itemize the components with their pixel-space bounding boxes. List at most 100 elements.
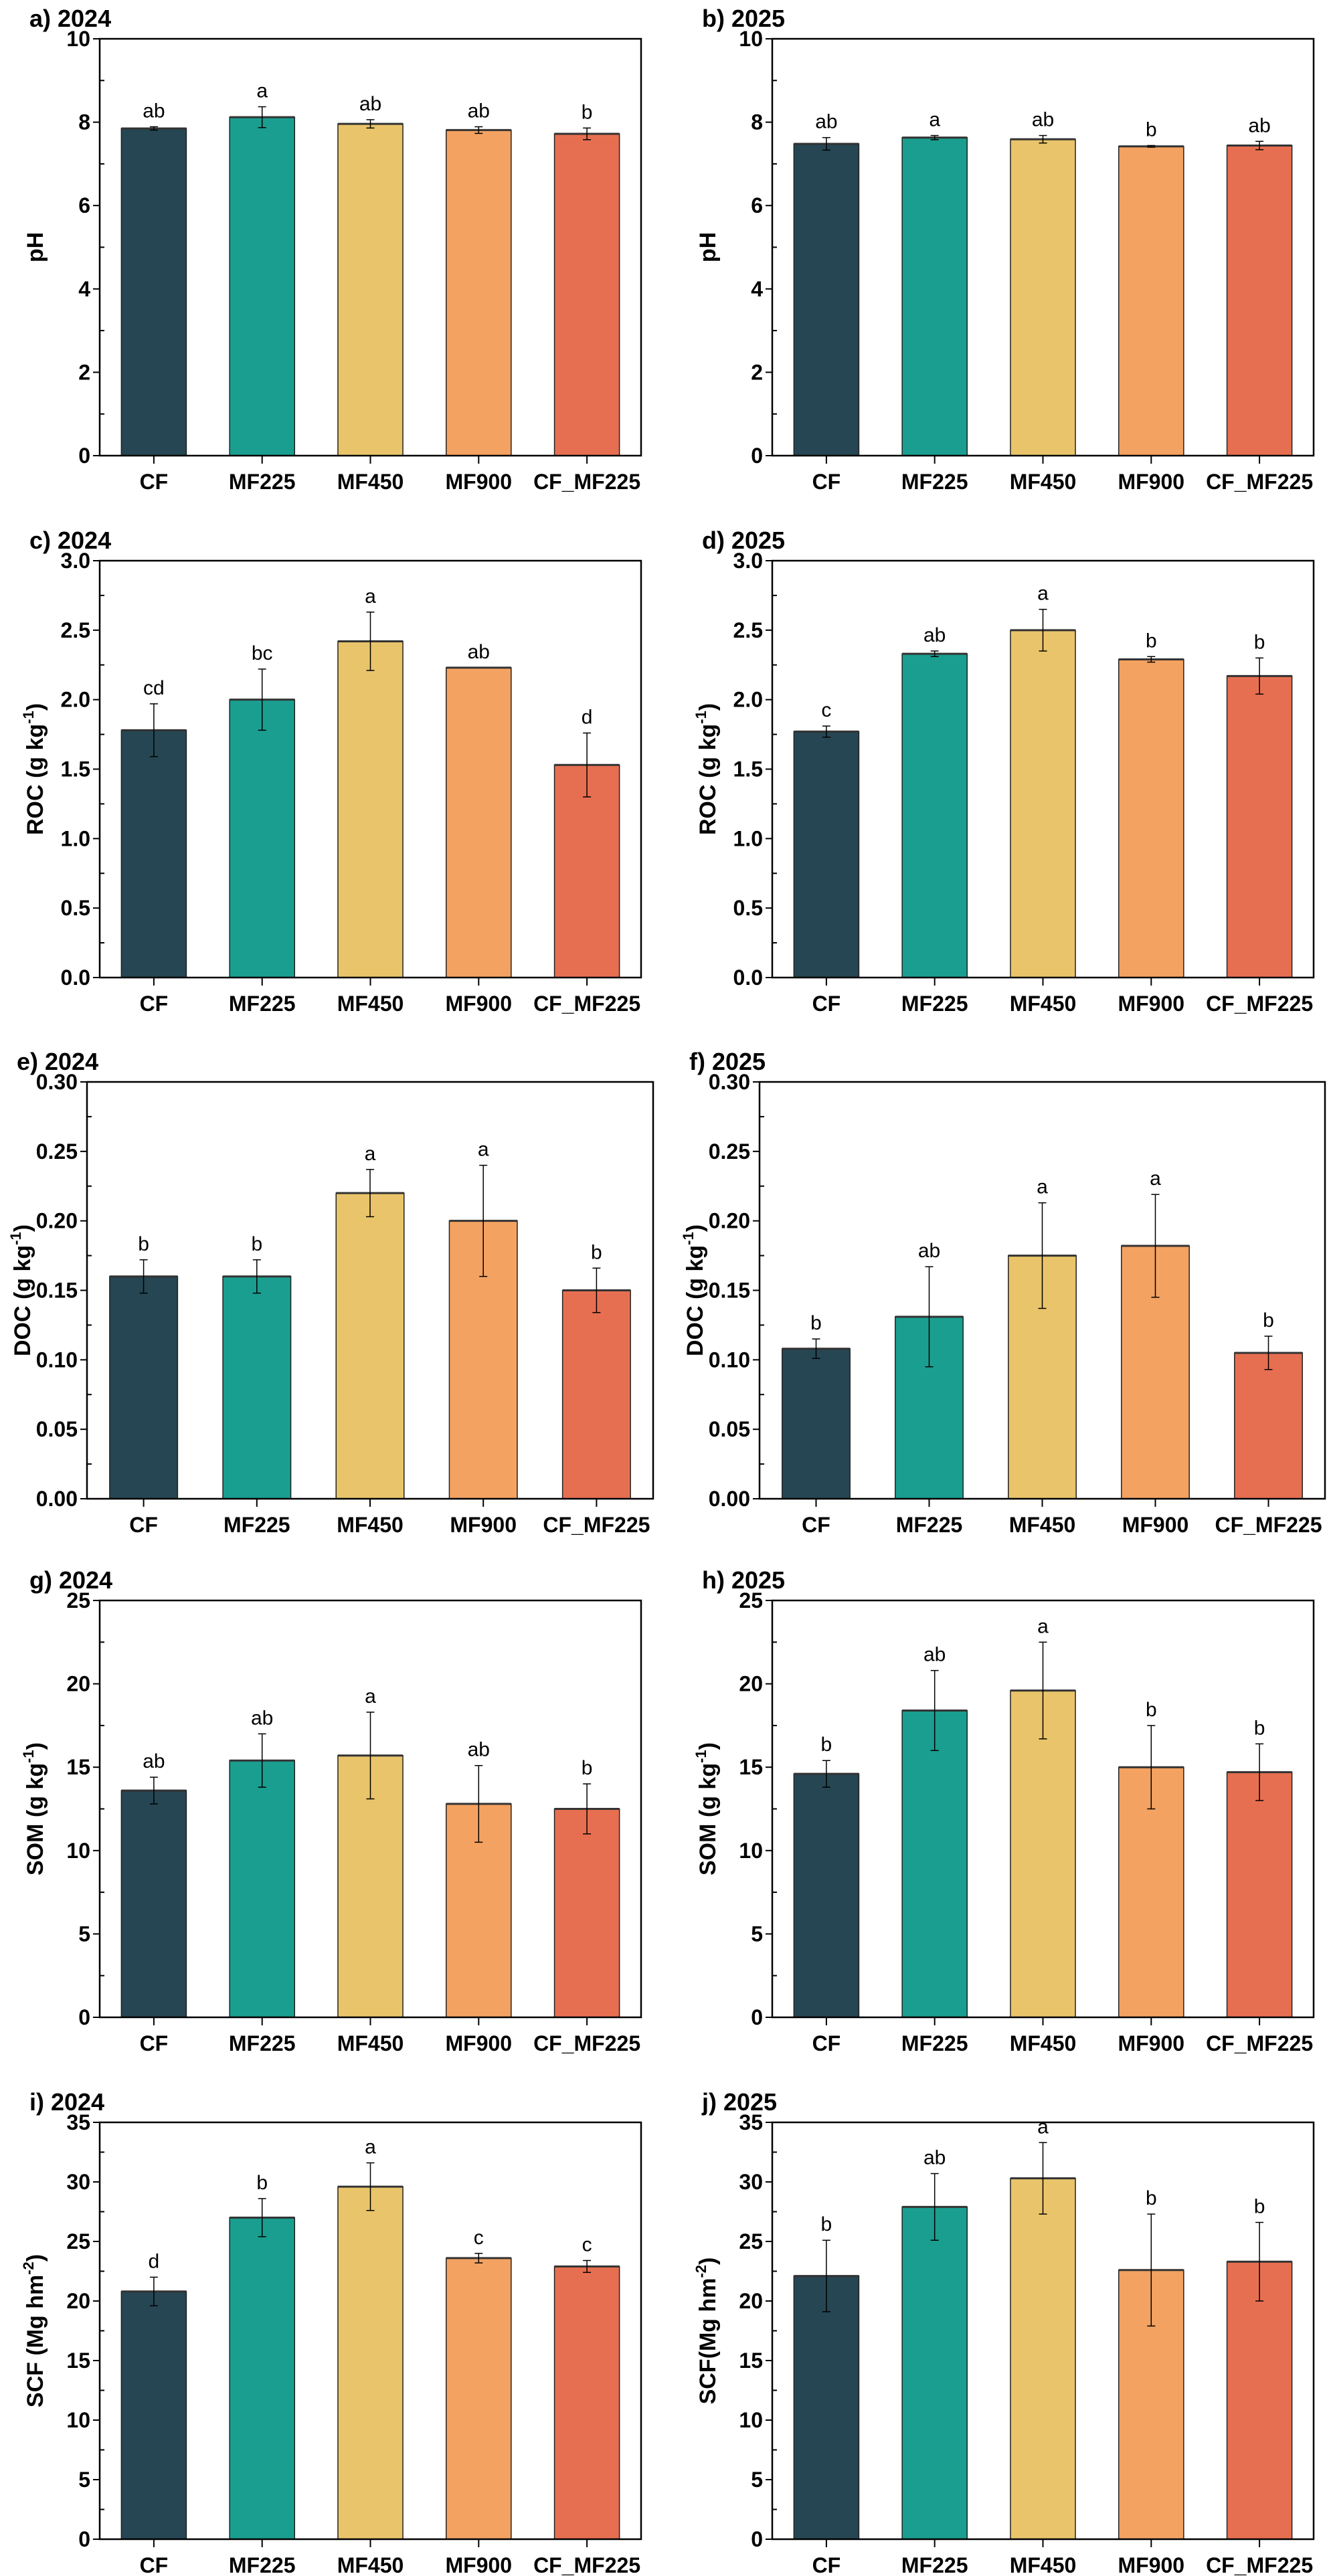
x-tick-label: MF225	[901, 992, 968, 1016]
x-tick-label: MF900	[1118, 2031, 1185, 2055]
y-tick-label: 0.30	[709, 1070, 750, 1094]
significance-letter: a	[365, 1143, 376, 1165]
x-tick-label: CF	[812, 992, 841, 1016]
significance-letter: ab	[468, 100, 490, 122]
y-tick-label: 10	[739, 2408, 763, 2432]
x-tick-label: MF450	[337, 1513, 404, 1537]
bar-CF_MF225	[1226, 2261, 1293, 2540]
y-axis-label-end: )	[23, 2254, 48, 2262]
panel-f: f) 2025 0.00 0.05 0.10 0.15 0.20 0.25 0.30 DOC (…	[680, 1048, 1326, 1537]
significance-letter: d	[582, 707, 593, 729]
bar-MF225	[229, 1760, 295, 2018]
significance-letter: a	[1037, 1176, 1048, 1198]
x-tick-label: CF	[140, 2553, 169, 2576]
x-tick-label: CF_MF225	[533, 992, 640, 1016]
significance-letter: a	[1150, 1168, 1161, 1190]
y-axis-label-main: SCF (Mg hm	[23, 2275, 48, 2407]
y-tick-label: 8	[751, 110, 763, 134]
significance-letter: b	[138, 1233, 149, 1255]
significance-letter: ab	[923, 624, 946, 646]
y-tick-label: 3.0	[61, 549, 90, 573]
significance-letter: a	[1037, 2116, 1049, 2138]
y-axis-label: pH	[23, 232, 48, 262]
significance-letter: a	[365, 2136, 376, 2158]
y-tick-label: 0	[751, 444, 763, 468]
panel-d: d) 2025 0.0 0.5 1.0 1.5 2.0 2.5 3.0 ROC (g kg-1)…	[693, 527, 1315, 1016]
significance-letter: c	[582, 2233, 592, 2256]
x-tick-label: MF450	[337, 470, 404, 494]
bar-MF225	[229, 2217, 295, 2540]
x-tick-label: CF	[812, 2031, 841, 2055]
significance-letter: bc	[252, 642, 273, 664]
bar-CF_MF225	[1226, 145, 1293, 456]
y-tick-label: 0	[78, 2527, 90, 2551]
x-tick-label: MF900	[1122, 1513, 1189, 1537]
y-tick-label: 2.5	[61, 618, 90, 642]
significance-letter: ab	[923, 2147, 946, 2169]
plot-frame	[98, 1599, 642, 2019]
significance-letter: b	[1254, 1717, 1265, 1739]
significance-letter: b	[810, 1312, 822, 1334]
x-tick-label: MF900	[446, 2031, 513, 2055]
y-tick-label: 30	[66, 2170, 90, 2194]
significance-letter: b	[1263, 1309, 1274, 1331]
x-tick-label: CF_MF225	[533, 2553, 640, 2576]
bar-MF900	[446, 667, 512, 978]
x-tick-label: MF450	[337, 2553, 404, 2576]
significance-letter: a	[256, 80, 268, 102]
x-tick-label: CF	[140, 2031, 169, 2055]
y-axis-label-superscript: -1	[20, 1750, 37, 1763]
y-tick-label: 4	[751, 277, 763, 301]
y-tick-label: 0.20	[709, 1209, 750, 1233]
y-tick-label: 35	[739, 2110, 763, 2134]
significance-letter: b	[251, 1233, 262, 1255]
bar-CF_MF225	[1226, 675, 1293, 978]
plot-frame	[98, 559, 642, 979]
y-axis-label-main: DOC (g kg	[683, 1245, 708, 1356]
y-axis-label-main: ROC (g kg	[695, 724, 721, 835]
y-tick-label: 2	[751, 360, 763, 384]
x-tick-label: MF900	[446, 2553, 513, 2576]
y-axis-label: ROC (g kg-1)	[20, 703, 48, 835]
bar-CF	[793, 2275, 860, 2540]
panel-a: a) 2024 0 2 4 6 8 10 pH ab CF a MF225 ab MF450 ab MF900…	[23, 5, 642, 494]
x-tick-label: MF225	[229, 2031, 296, 2055]
y-tick-label: 0.0	[61, 965, 90, 990]
y-axis-label: SCF(Mg hm-2)	[693, 2258, 721, 2405]
x-tick-label: CF_MF225	[1215, 1513, 1322, 1537]
significance-letter: b	[1146, 1699, 1157, 1721]
y-tick-label: 1.0	[733, 826, 763, 850]
bar-CF	[120, 128, 187, 456]
bar-MF450	[337, 640, 404, 978]
x-tick-label: CF	[812, 470, 841, 494]
y-tick-label: 0	[751, 2005, 763, 2029]
panel-e: e) 2024 0.00 0.05 0.10 0.15 0.20 0.25 0.30 DOC (…	[7, 1048, 654, 1537]
y-tick-label: 15	[66, 1755, 90, 1779]
y-axis-label-superscript: -1	[20, 711, 37, 724]
significance-letter: d	[149, 2250, 160, 2272]
significance-letter: ab	[918, 1240, 940, 1262]
bar-MF225	[901, 136, 968, 456]
y-tick-label: 0.10	[709, 1348, 750, 1372]
bar-MF450	[337, 2186, 404, 2540]
bar-MF450	[1010, 1689, 1076, 2018]
y-tick-label: 25	[66, 1588, 90, 1613]
bar-MF225	[229, 699, 295, 978]
y-tick-label: 6	[751, 193, 763, 217]
x-tick-label: MF450	[337, 2031, 404, 2055]
significance-letter: b	[591, 1241, 602, 1263]
significance-letter: a	[1037, 1615, 1049, 1637]
significance-letter: a	[365, 585, 376, 608]
significance-letter: ab	[359, 93, 381, 115]
bar-CF	[120, 2291, 187, 2540]
significance-letter: b	[1146, 2187, 1157, 2209]
bar-CF	[120, 1790, 187, 2018]
panel-title: g) 2024	[29, 1566, 112, 1594]
y-tick-label: 2	[78, 360, 90, 384]
y-tick-label: 15	[66, 2349, 90, 2373]
x-tick-label: MF450	[1010, 2553, 1077, 2576]
x-tick-label: MF450	[1009, 1513, 1076, 1537]
y-tick-label: 6	[78, 193, 90, 217]
